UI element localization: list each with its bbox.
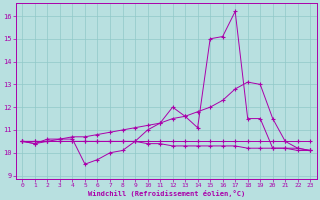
X-axis label: Windchill (Refroidissement éolien,°C): Windchill (Refroidissement éolien,°C) xyxy=(88,190,245,197)
